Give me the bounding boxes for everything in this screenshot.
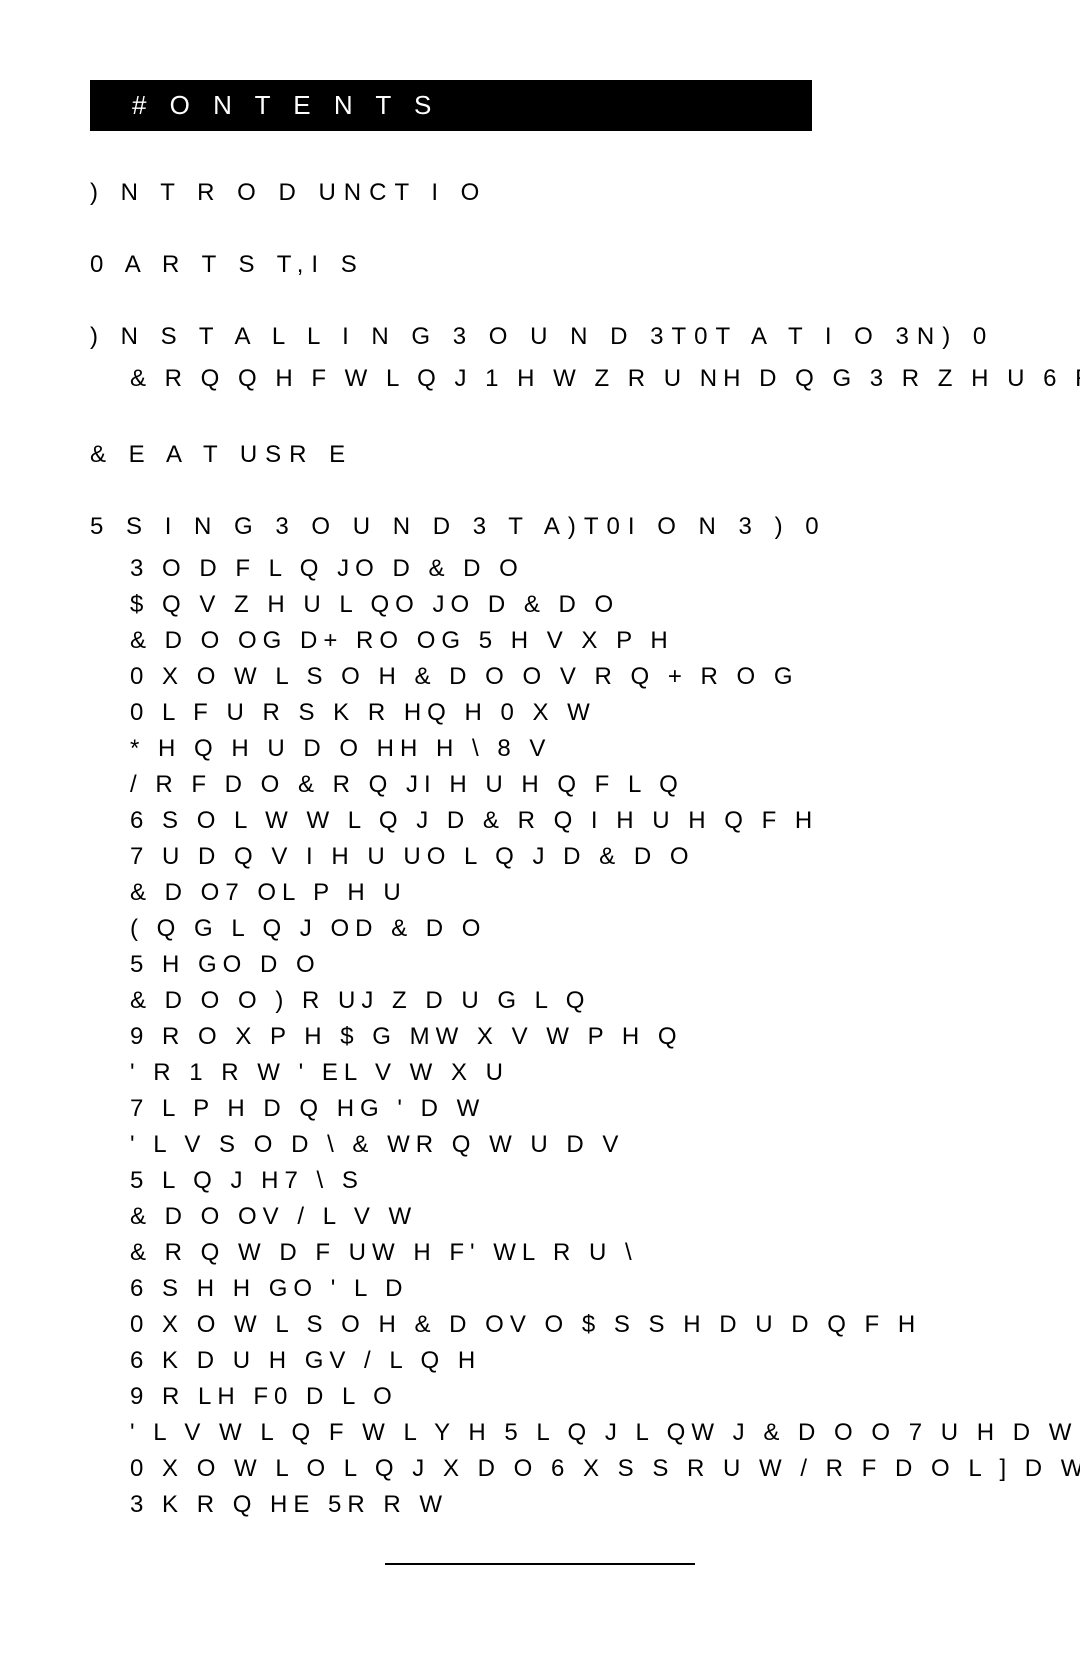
section-parts-list: 0 A R T S T,I S (90, 251, 990, 279)
page: # O N T E N T S ) N T R O D UNCT I O 0 A… (0, 0, 1080, 1669)
using-sublist: 3 O D F L Q JO D & D O $ Q V Z H U L QO … (130, 551, 990, 1523)
contents-title: # O N T E N T S (132, 90, 439, 120)
sub-call-timer: & D O7 OL P H U (130, 875, 990, 911)
sub-transferring-a-call: 7 U D Q V I H U UO L Q J D & D O (130, 839, 990, 875)
sub-ending-a-call: ( Q G L Q J OD & D O (130, 911, 990, 947)
sub-time-and-date: 7 L P H D Q HG ' D W (130, 1091, 990, 1127)
sub-volume-adjustment: 9 R O X P H $ G MW X V W P H Q (130, 1019, 990, 1055)
sub-answering-a-call: $ Q V Z H U L QO JO D & D O (130, 587, 990, 623)
sub-call-forwarding: & D O O ) R UJ Z D U G L Q (130, 983, 990, 1019)
sub-shared-lines: 6 K D U H GV / L Q H (130, 1343, 990, 1379)
sub-calls-list: & D O OV / L V W (130, 1199, 990, 1235)
sub-distinctive-ringing: ' L V W L Q F W L Y H 5 L Q J L QW J & D… (130, 1415, 990, 1451)
sub-local-conferencing: / R F D O & R Q JI H U H Q F L Q (130, 767, 990, 803)
sub-display-contrast: ' L V S O D \ & WR Q W U D V (130, 1127, 990, 1163)
installing-sublist: & R Q Q H F W L Q J 1 H W Z R U NH D Q G… (130, 361, 990, 397)
sub-do-not-disturb: ' R 1 R W ' EL V W X U (130, 1055, 990, 1091)
sub-multiple-calls-on-hold: 0 X O W L S O H & D O O V R Q + R O G (130, 659, 990, 695)
sub-voicemail: 9 R LH F0 D L O (130, 1379, 990, 1415)
section-features: & E A T USR E (90, 441, 990, 469)
sub-speed-dial: 6 S H H GO ' L D (130, 1271, 990, 1307)
sub-multilingual-support: 0 X O W L O L Q J X D O 6 X S S R U W / … (130, 1451, 990, 1487)
sub-call-hold-resume: & D O OG D+ RO OG 5 H V X P H (130, 623, 990, 659)
sub-phone-reboot: 3 K R Q HE 5R R W (130, 1487, 990, 1523)
sub-general-key-use: * H Q H U D O HH H \ 8 V (130, 731, 990, 767)
section-installing: ) N S T A L L I N G 3 O U N D 3T0T A T I… (90, 323, 990, 351)
section-using: 5 S I N G 3 O U N D 3 T A)T0I O N 3 ) 0 (90, 513, 990, 541)
contents-title-bar: # O N T E N T S (90, 80, 812, 131)
sub-splitting-a-conference: 6 S O L W W L Q J D & R Q I H U H Q F H (130, 803, 990, 839)
section-introduction: ) N T R O D UNCT I O (90, 179, 990, 207)
footer-rule (385, 1563, 695, 1565)
sub-ring-type: 5 L Q J H7 \ S (130, 1163, 990, 1199)
sub-redial: 5 H GO D O (130, 947, 990, 983)
sub-microphone-mute: 0 L F U R S K R HQ H 0 X W (130, 695, 990, 731)
sub-multiple-call-appearance: 0 X O W L S O H & D OV O $ S S H D U D Q… (130, 1307, 990, 1343)
sub-connecting-network-power: & R Q Q H F W L Q J 1 H W Z R U NH D Q G… (130, 361, 990, 397)
sub-placing-a-call: 3 O D F L Q JO D & D O (130, 551, 990, 587)
sub-contact-directory: & R Q W D F UW H F' WL R U \ (130, 1235, 990, 1271)
